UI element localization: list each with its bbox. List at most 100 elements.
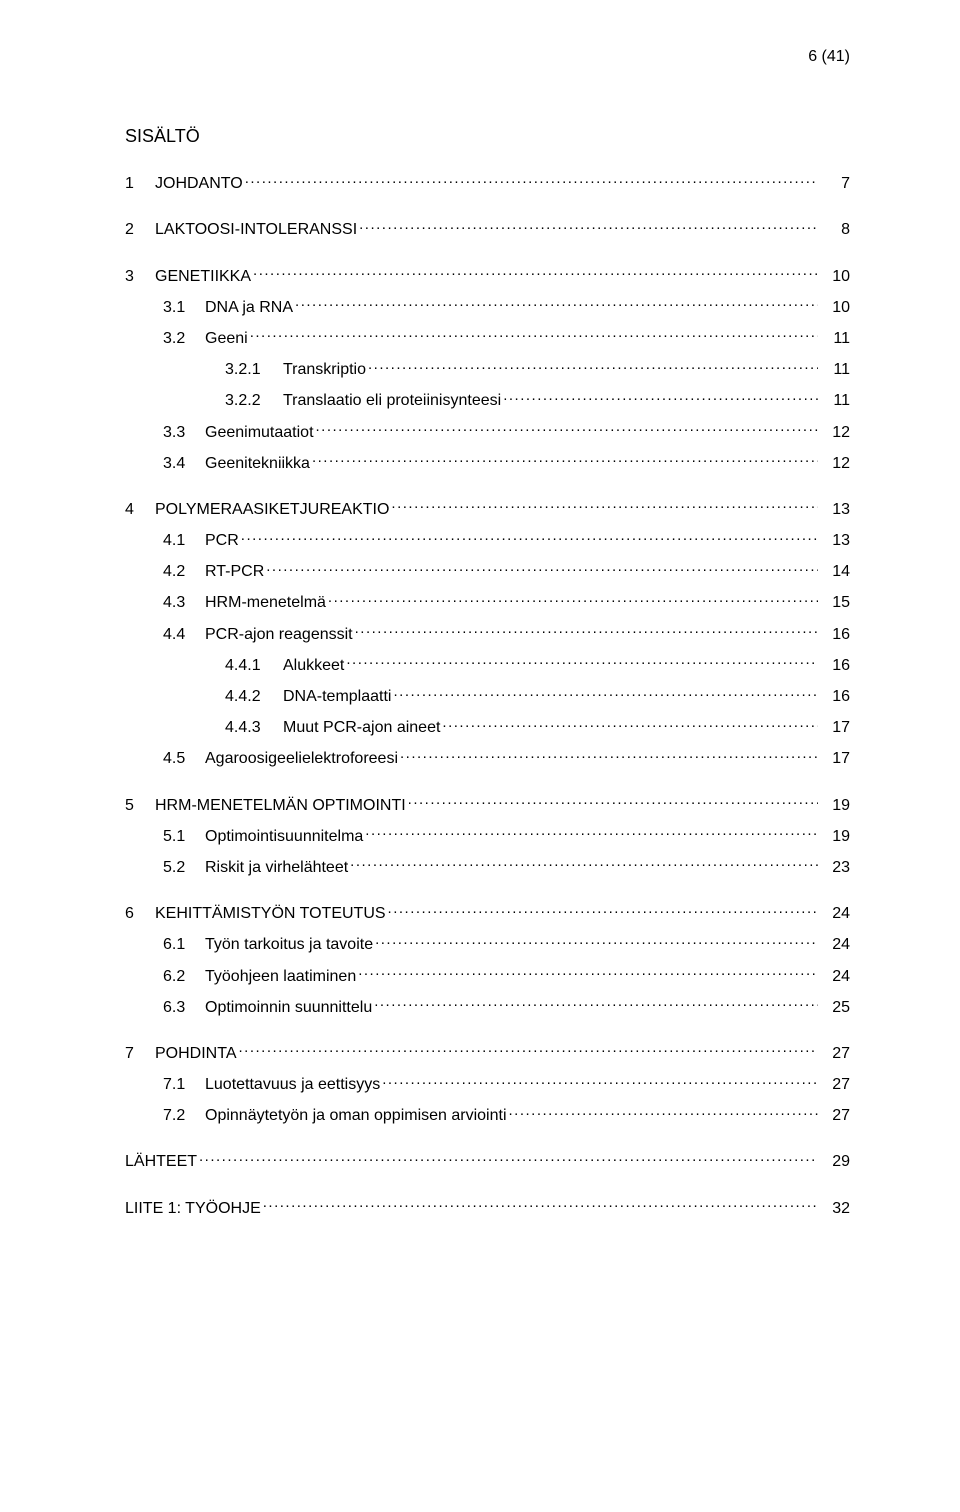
toc-entry-number: 1	[125, 175, 155, 193]
toc-leader	[375, 930, 818, 949]
toc-entry-page: 16	[820, 688, 850, 706]
toc-entry-number: 2	[125, 221, 155, 239]
toc-entry: 3GENETIIKKA 10	[125, 261, 850, 285]
toc-entry-label: 7.1Luotettavuus ja eettisyys	[163, 1076, 380, 1094]
toc-entry-label: 3.2Geeni	[163, 330, 248, 348]
toc-leader	[388, 899, 818, 918]
toc-entry-title: Geenitekniikka	[205, 455, 310, 472]
toc-entry-title: Työohjeen laatiminen	[205, 968, 356, 985]
toc-entry: 4.5Agaroosigeelielektroforeesi 17	[163, 744, 850, 768]
toc-entry-label: 7.2Opinnäytetyön ja oman oppimisen arvio…	[163, 1107, 507, 1125]
toc-entry-label: 4.4.1Alukkeet	[225, 657, 344, 675]
toc-leader	[199, 1147, 818, 1166]
toc-entry-title: LIITE 1: TYÖOHJE	[125, 1200, 261, 1218]
toc-leader	[503, 386, 818, 405]
toc-leader	[263, 1193, 818, 1212]
toc-leader	[316, 417, 818, 436]
toc-entry-page: 27	[820, 1045, 850, 1063]
toc-entry-page: 12	[820, 455, 850, 473]
toc-leader	[250, 324, 818, 343]
content-area: SISÄLTÖ 1JOHDANTO 7 2LAKTOOSI-INTOLERANSS…	[125, 126, 850, 1218]
toc-entry-page: 7	[820, 175, 850, 193]
toc-entry-title: Geeni	[205, 330, 248, 347]
toc-entry: 3.2.2Translaatio eli proteiinisynteesi 1…	[225, 386, 850, 410]
toc-entry-number: 5.2	[163, 859, 205, 877]
toc-leader	[400, 744, 818, 763]
toc-entry-number: 4.4	[163, 626, 205, 644]
toc-entry-page: 13	[820, 532, 850, 550]
toc-entry-number: 4.4.3	[225, 719, 283, 737]
toc-entry: 6.3Optimoinnin suunnittelu 25	[163, 993, 850, 1017]
toc-entry-title: PCR	[205, 532, 239, 549]
toc-entry-label: 1JOHDANTO	[125, 175, 243, 193]
page-number: 6 (41)	[808, 48, 850, 66]
toc-leader	[374, 993, 818, 1012]
toc-entry-number: 4.4.1	[225, 657, 283, 675]
toc-entry-number: 4.2	[163, 563, 205, 581]
toc-entry-title: DNA-templaatti	[283, 688, 391, 705]
toc-entry-label: 4.3HRM-menetelmä	[163, 594, 326, 612]
toc-entry-number: 6.3	[163, 999, 205, 1017]
toc-entry-label: 6.1Työn tarkoitus ja tavoite	[163, 936, 373, 954]
toc-entry: 4.4.3Muut PCR-ajon aineet 17	[225, 713, 850, 737]
toc-entry: 3.1DNA ja RNA 10	[163, 293, 850, 317]
toc-entry-page: 16	[820, 626, 850, 644]
toc-entry: 3.2.1Transkriptio 11	[225, 355, 850, 379]
toc-leader	[365, 822, 818, 841]
toc-entry-title: KEHITTÄMISTYÖN TOTEUTUS	[155, 905, 386, 922]
toc-entry: 5HRM-MENETELMÄN OPTIMOINTI 19	[125, 790, 850, 814]
toc-entry-title: Opinnäytetyön ja oman oppimisen arvioint…	[205, 1107, 507, 1124]
toc-entry-page: 13	[820, 501, 850, 519]
toc-entry-label: 6.3Optimoinnin suunnittelu	[163, 999, 372, 1017]
toc-entry-title: Agaroosigeelielektroforeesi	[205, 750, 398, 767]
toc-leader	[346, 651, 818, 670]
toc-entry: 1JOHDANTO 7	[125, 169, 850, 193]
toc-leader	[238, 1039, 818, 1058]
toc-entry: 3.2Geeni 11	[163, 324, 850, 348]
toc-entry-page: 25	[820, 999, 850, 1017]
toc-entry-label: 3.4Geenitekniikka	[163, 455, 310, 473]
toc-entry: LIITE 1: TYÖOHJE 32	[125, 1193, 850, 1217]
toc-leader	[391, 495, 818, 514]
toc-entry-page: 11	[820, 361, 850, 379]
toc-entry: 4.4PCR-ajon reagenssit 16	[163, 619, 850, 643]
toc-entry: 6.1Työn tarkoitus ja tavoite 24	[163, 930, 850, 954]
toc-entry-page: 14	[820, 563, 850, 581]
toc-entry: 4.3HRM-menetelmä 15	[163, 588, 850, 612]
toc-entry-number: 5	[125, 797, 155, 815]
toc-entry-number: 3.4	[163, 455, 205, 473]
toc-entry-label: 4.4.2DNA-templaatti	[225, 688, 391, 706]
toc-entry-label: 2LAKTOOSI-INTOLERANSSI	[125, 221, 357, 239]
toc-tail: LÄHTEET 29LIITE 1: TYÖOHJE 32	[125, 1147, 850, 1217]
toc-entry: 7.2Opinnäytetyön ja oman oppimisen arvio…	[163, 1101, 850, 1125]
toc-entry: 7.1Luotettavuus ja eettisyys 27	[163, 1070, 850, 1094]
toc-entry-title: Transkriptio	[283, 361, 366, 378]
toc-entry-label: 3.3Geenimutaatiot	[163, 424, 314, 442]
toc-entry: 4.4.1Alukkeet 16	[225, 651, 850, 675]
toc-leader	[368, 355, 818, 374]
toc-entry-page: 8	[820, 221, 850, 239]
toc-entry: 4POLYMERAASIKETJUREAKTIO 13	[125, 495, 850, 519]
toc-entry-page: 19	[820, 797, 850, 815]
toc-leader	[393, 682, 818, 701]
toc-entry: 5.1Optimointisuunnitelma 19	[163, 822, 850, 846]
toc-entry-number: 7.2	[163, 1107, 205, 1125]
toc-entry-number: 4	[125, 501, 155, 519]
toc-entry: 7POHDINTA 27	[125, 1039, 850, 1063]
toc-leader	[312, 449, 818, 468]
toc-entry: 4.4.2DNA-templaatti 16	[225, 682, 850, 706]
toc-entry-number: 7.1	[163, 1076, 205, 1094]
toc-title: SISÄLTÖ	[125, 126, 850, 147]
toc-entry-page: 24	[820, 936, 850, 954]
toc-leader	[241, 526, 818, 545]
toc-entry-title: JOHDANTO	[155, 175, 243, 192]
toc-entry-title: HRM-menetelmä	[205, 594, 326, 611]
toc-leader	[359, 215, 818, 234]
toc-entry: 3.4Geenitekniikka 12	[163, 449, 850, 473]
toc-entry-title: LÄHTEET	[125, 1153, 197, 1171]
toc-entry-number: 4.3	[163, 594, 205, 612]
toc-leader	[442, 713, 818, 732]
toc-entry-label: 6.2Työohjeen laatiminen	[163, 968, 356, 986]
toc-entry: 2LAKTOOSI-INTOLERANSSI 8	[125, 215, 850, 239]
toc-entry-page: 32	[820, 1200, 850, 1218]
